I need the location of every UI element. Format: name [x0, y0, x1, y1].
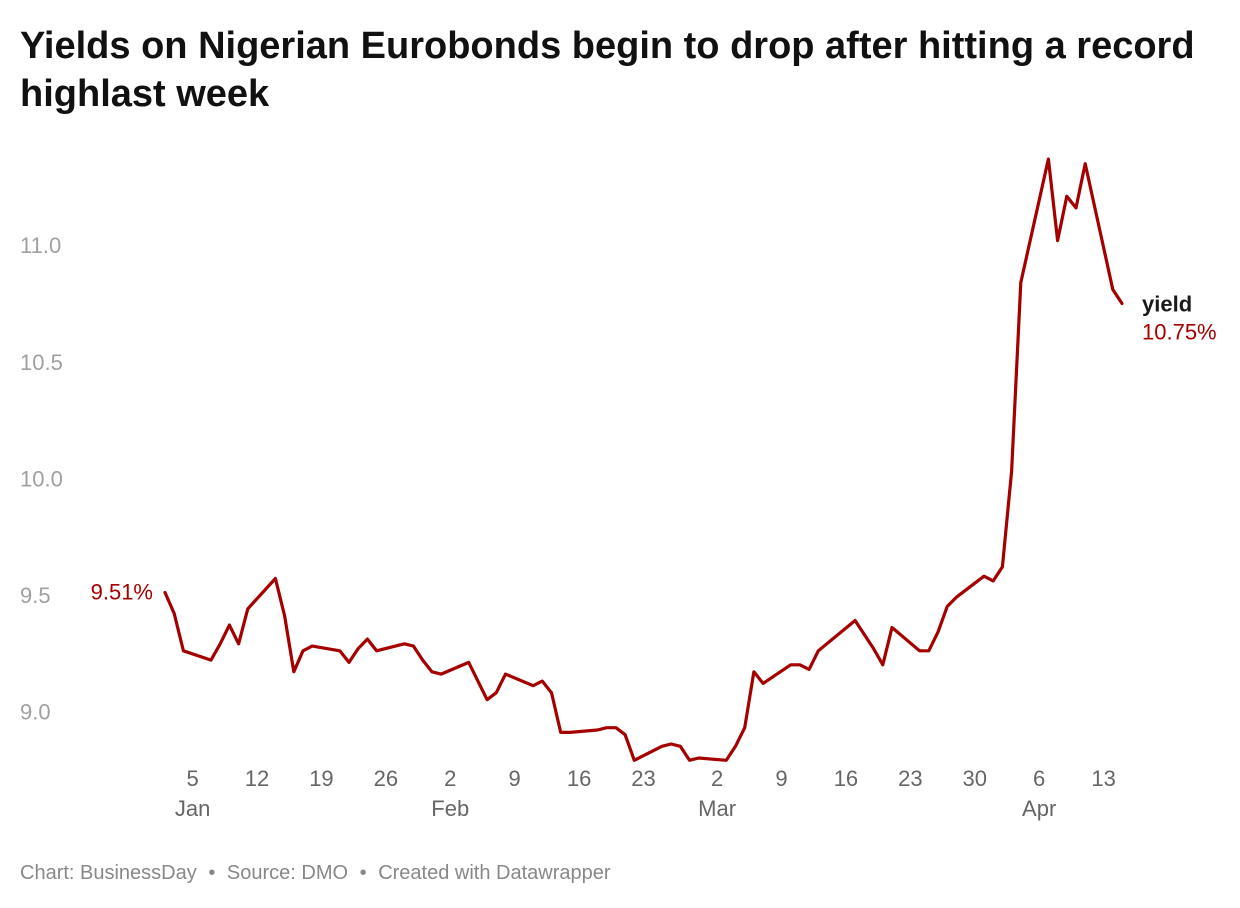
footer: Chart: BusinessDay • Source: DMO • Creat… [20, 862, 611, 885]
y-tick-label: 9.0 [20, 699, 51, 724]
end-value-label: 10.75% [1142, 320, 1217, 345]
x-tick-label: 12 [245, 766, 269, 791]
footer-credit: Chart: BusinessDay [20, 862, 197, 884]
y-tick-label: 9.5 [20, 583, 51, 608]
x-tick-label: 26 [374, 766, 398, 791]
x-tick-label: 5 [186, 766, 198, 791]
chart-title: Yields on Nigerian Eurobonds begin to dr… [20, 25, 1195, 115]
x-tick-label: 23 [631, 766, 655, 791]
footer-separator: • [359, 862, 367, 884]
x-tick-label: 16 [834, 766, 858, 791]
x-tick-label: 16 [567, 766, 591, 791]
start-value-label: 9.51% [91, 580, 153, 605]
y-tick-label: 10.0 [20, 466, 63, 491]
series-name-label: yield [1142, 292, 1192, 317]
x-tick-label: 2 [444, 766, 456, 791]
y-axis: 9.0 9.5 10.0 10.5 11.0 [20, 233, 63, 724]
footer-separator: • [208, 862, 216, 884]
x-tick-label: 23 [898, 766, 922, 791]
x-month-label: Jan [175, 796, 210, 821]
x-tick-label: 30 [963, 766, 987, 791]
x-month-label: Mar [698, 796, 736, 821]
label-layer: 9.51% yield 10.75% [91, 292, 1217, 605]
x-tick-label: 6 [1033, 766, 1045, 791]
x-tick-label: 2 [711, 766, 723, 791]
x-month-label: Apr [1022, 796, 1056, 821]
x-axis: 5 12 19 26 2 9 16 23 2 9 16 23 30 6 13 Jan Feb Mar Apr [175, 766, 1116, 821]
footer-tool: Created with Datawrapper [378, 862, 611, 884]
y-tick-label: 10.5 [20, 350, 63, 375]
series-layer [163, 157, 1124, 762]
footer-source: Source: DMO [226, 862, 349, 884]
x-tick-label: 9 [775, 766, 787, 791]
x-tick-label: 9 [509, 766, 521, 791]
series-line-yield [163, 157, 1124, 762]
x-month-label: Feb [431, 796, 469, 821]
x-tick-label: 13 [1091, 766, 1115, 791]
x-tick-label: 19 [309, 766, 333, 791]
y-tick-label: 11.0 [20, 233, 61, 258]
